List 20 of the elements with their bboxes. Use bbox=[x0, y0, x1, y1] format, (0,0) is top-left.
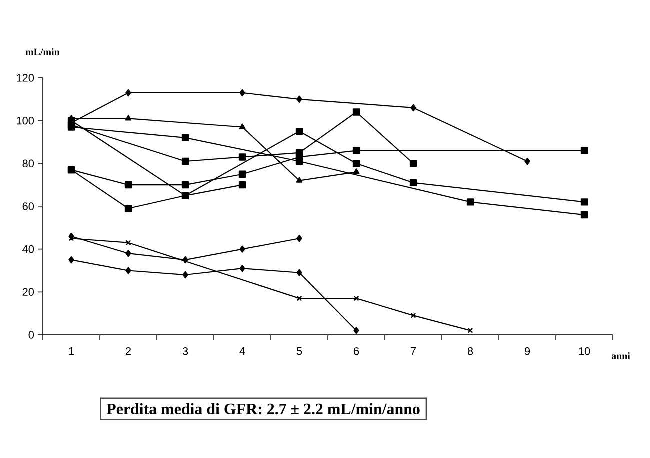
y-tick-label: 60 bbox=[22, 202, 34, 210]
x-tick-label: 6 bbox=[354, 348, 360, 356]
x-tick-label: 9 bbox=[524, 348, 530, 356]
x-tick-label: 8 bbox=[468, 348, 474, 356]
y-tick-label: 120 bbox=[17, 74, 34, 82]
y-tick-label: 40 bbox=[22, 245, 34, 254]
x-tick-label: 7 bbox=[411, 348, 416, 356]
x-tick-label: 2 bbox=[126, 348, 132, 356]
y-tick-label: 100 bbox=[17, 116, 34, 125]
x-tick-label: 10 bbox=[579, 348, 590, 356]
y-tick-label: 80 bbox=[22, 160, 34, 168]
y-tick-label: 20 bbox=[22, 288, 34, 296]
x-tick-label: 4 bbox=[240, 348, 246, 356]
x-axis-title: anni bbox=[612, 352, 630, 360]
x-tick-label: 5 bbox=[296, 348, 302, 356]
x-tick-label: 3 bbox=[182, 348, 188, 356]
text: Perdita media di GFR: 2.7 ± 2.2 mL/min/anno bbox=[106, 403, 420, 415]
y-axis-title: mL/min bbox=[26, 48, 60, 56]
x-tick-label: 1 bbox=[69, 348, 74, 356]
y-tick-label: 0 bbox=[28, 331, 34, 339]
